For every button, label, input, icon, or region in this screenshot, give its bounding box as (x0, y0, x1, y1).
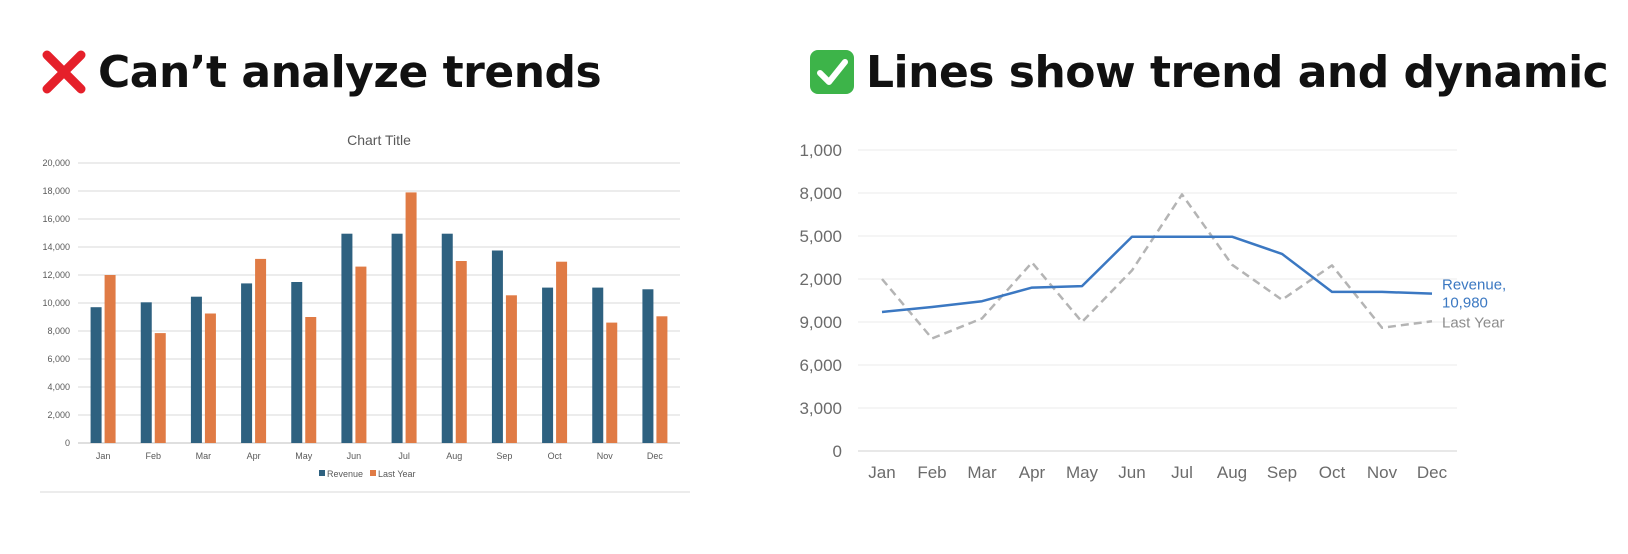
series-line-last-year (881, 193, 1433, 340)
bar-revenue-aug (441, 233, 453, 443)
y-tick-label: 0 (65, 438, 70, 448)
x-tick-label: Oct (548, 451, 563, 461)
x-tick-label: Jan (96, 451, 111, 461)
bar-last-year-jan (104, 275, 116, 443)
y-tick-label: 18,000 (800, 184, 842, 203)
y-tick-label: 4,000 (47, 382, 70, 392)
x-tick-label: Nov (1367, 463, 1398, 482)
y-tick-label: 9,000 (800, 313, 842, 332)
bar-revenue-may (291, 282, 303, 443)
bar-revenue-mar (190, 296, 202, 443)
x-tick-label: Sep (496, 451, 512, 461)
x-tick-label: Dec (647, 451, 664, 461)
x-tick-label: Aug (1217, 463, 1247, 482)
cross-mark-icon (42, 50, 86, 94)
bar-last-year-feb (154, 333, 166, 443)
y-tick-label: 6,000 (47, 354, 70, 364)
x-tick-label: Aug (446, 451, 462, 461)
x-tick-label: Jun (1118, 463, 1145, 482)
x-tick-label: Apr (247, 451, 261, 461)
x-tick-label: Jun (347, 451, 362, 461)
bar-revenue-feb (140, 302, 152, 443)
x-tick-label: Oct (1319, 463, 1346, 482)
x-tick-label: Jul (398, 451, 410, 461)
y-tick-label: 15,000 (800, 227, 842, 246)
bar-revenue-apr (241, 283, 253, 443)
bar-last-year-jul (405, 192, 417, 443)
x-tick-label: Jan (868, 463, 895, 482)
end-label-revenue-name: Revenue, (1442, 277, 1506, 294)
y-tick-label: 8,000 (47, 326, 70, 336)
bar-revenue-sep (491, 250, 503, 443)
legend-label-last-year: Last Year (378, 469, 416, 479)
x-tick-label: May (295, 451, 313, 461)
bar-last-year-aug (455, 261, 467, 443)
bar-last-year-nov (606, 322, 618, 443)
legend-swatch-revenue (319, 470, 325, 476)
x-tick-label: Jul (1171, 463, 1193, 482)
x-tick-label: Mar (967, 463, 997, 482)
bar-last-year-apr (255, 258, 267, 443)
y-tick-label: 3,000 (800, 399, 842, 418)
x-tick-label: Feb (145, 451, 161, 461)
series-line-revenue (881, 235, 1433, 314)
y-tick-label: 0 (833, 442, 842, 461)
bar-last-year-may (305, 317, 317, 443)
x-tick-label: Nov (597, 451, 614, 461)
bar-last-year-mar (204, 313, 216, 443)
check-mark-button-icon (810, 50, 854, 94)
bar-revenue-jul (391, 233, 403, 443)
bar-last-year-jun (355, 266, 367, 443)
y-tick-label: 6,000 (800, 356, 842, 375)
legend-swatch-last-year (370, 470, 376, 476)
x-tick-label: Apr (1019, 463, 1046, 482)
bar-revenue-nov (592, 287, 604, 443)
left-panel-heading: Can’t analyze trends (40, 44, 602, 100)
y-tick-label: 18,000 (42, 186, 70, 196)
line-chart: 0 3,000 6,000 9,000 12,000 15,000 18,000 21,000… (800, 141, 1506, 482)
x-tick-label: Dec (1417, 463, 1448, 482)
right-panel-heading-text: Lines show trend and dynamic (866, 46, 1609, 98)
y-tick-label: 2,000 (47, 410, 70, 420)
left-panel-heading-text: Can’t analyze trends (98, 46, 602, 98)
y-tick-label: 16,000 (42, 214, 70, 224)
bar-revenue-oct (542, 287, 554, 443)
bar-revenue-jan (90, 307, 102, 443)
y-tick-label: 12,000 (42, 270, 70, 280)
x-tick-label: Sep (1267, 463, 1297, 482)
x-tick-label: May (1066, 463, 1099, 482)
end-label-last-year: Last Year (1442, 314, 1505, 331)
y-tick-label: 14,000 (42, 242, 70, 252)
bar-last-year-oct (556, 261, 568, 443)
end-label-revenue-value: 10,980 (1442, 295, 1488, 312)
legend-label-revenue: Revenue (327, 469, 363, 479)
right-panel-heading: Lines show trend and dynamic (808, 44, 1609, 100)
bar-last-year-dec (656, 316, 668, 443)
y-tick-label: 12,000 (800, 270, 842, 289)
y-tick-label: 20,000 (42, 158, 70, 168)
bar-revenue-dec (642, 289, 654, 443)
y-tick-label: 10,000 (42, 298, 70, 308)
bar-chart: Chart Title 0 2,000 4,000 6,000 8,000 10,000 12… (40, 132, 690, 493)
y-tick-label: 21,000 (800, 141, 842, 160)
bar-revenue-jun (341, 233, 353, 443)
bar-last-year-sep (505, 295, 517, 443)
x-tick-label: Feb (917, 463, 946, 482)
x-tick-label: Mar (196, 451, 212, 461)
chart-title: Chart Title (347, 132, 411, 148)
